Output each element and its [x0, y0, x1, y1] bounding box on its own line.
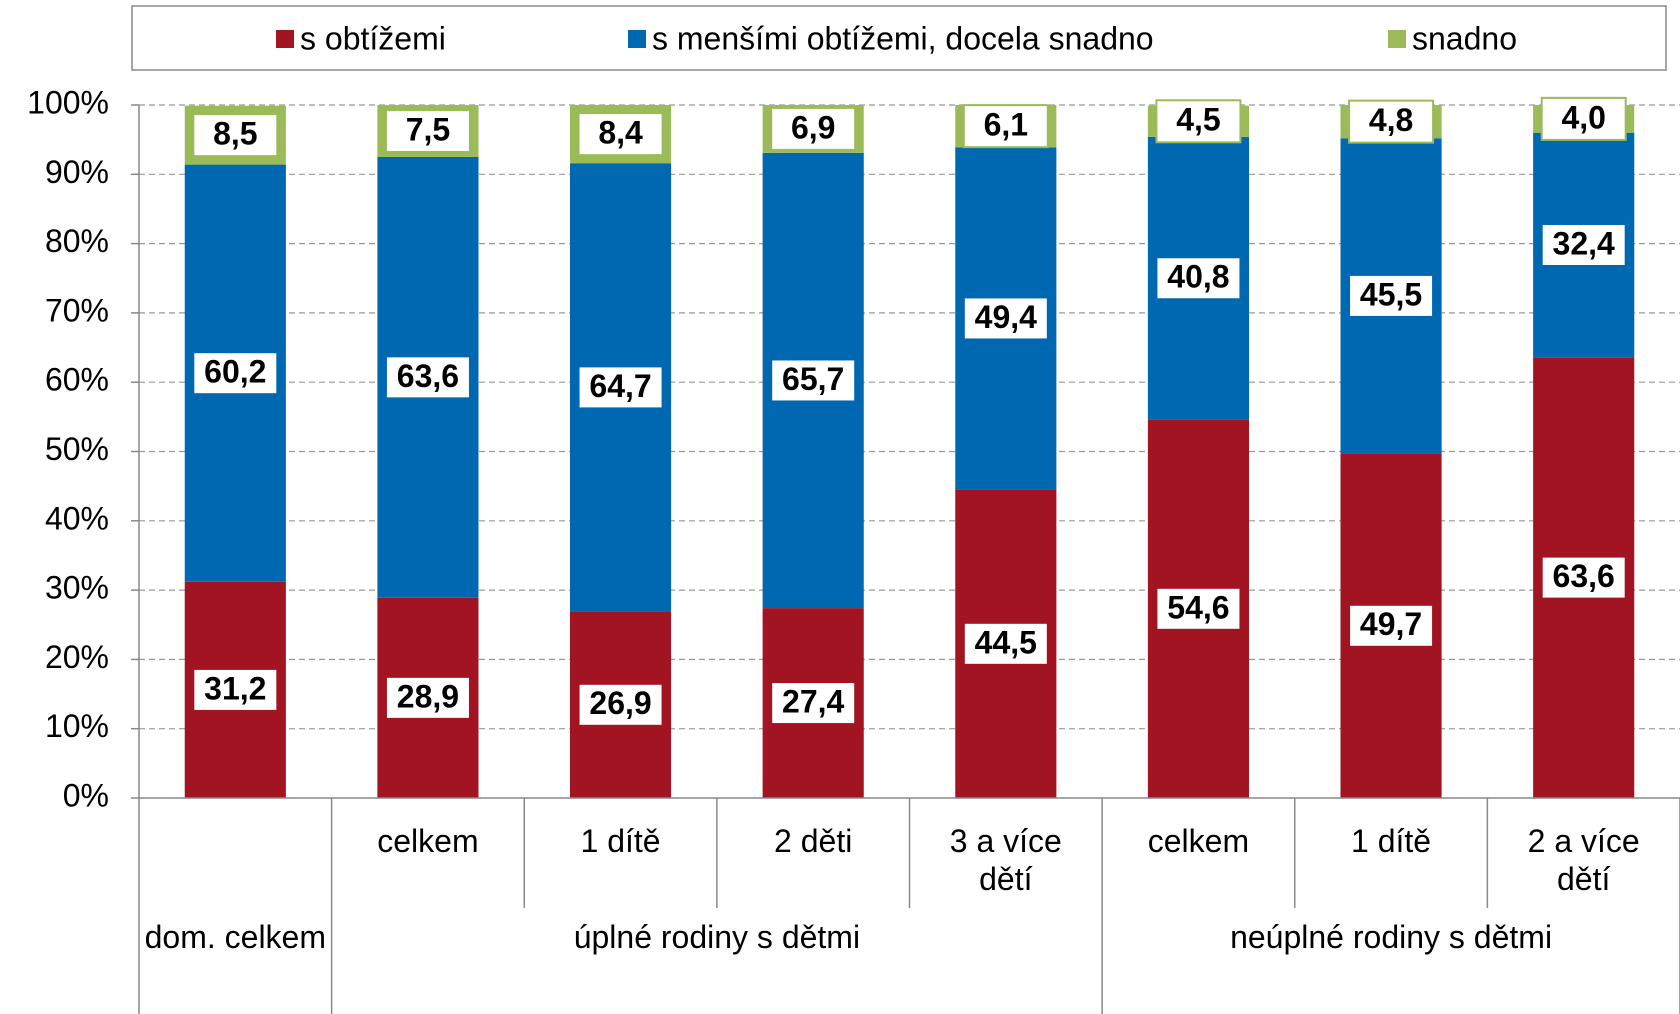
data-label: 65,7 — [782, 361, 844, 397]
data-label: 54,6 — [1167, 589, 1229, 625]
label-box — [1155, 99, 1242, 144]
label-box — [577, 112, 664, 157]
x-tick-label: celkem — [1147, 823, 1250, 859]
label-box — [192, 351, 279, 396]
label-box — [1540, 555, 1627, 600]
y-tick-label: 0% — [63, 777, 109, 813]
data-label: 40,8 — [1167, 259, 1229, 295]
legend-box — [131, 5, 1667, 71]
data-label: 28,9 — [397, 678, 459, 714]
label-box — [1348, 603, 1435, 648]
x-tick-label: celkem — [377, 823, 479, 859]
label-box — [1540, 96, 1627, 141]
y-tick-label: 100% — [27, 84, 109, 120]
data-label: 64,7 — [589, 368, 651, 404]
data-label: 63,6 — [397, 358, 459, 394]
y-tick-label: 50% — [45, 431, 109, 467]
data-label: 7,5 — [406, 111, 450, 147]
data-label: 4,0 — [1561, 99, 1605, 135]
data-label: 6,9 — [791, 109, 835, 145]
data-label: 6,1 — [984, 107, 1028, 143]
group-label: úplné rodiny s dětmi — [573, 919, 861, 955]
data-label: 4,5 — [1176, 102, 1220, 138]
label-box — [192, 667, 279, 712]
legend-label: snadno — [1412, 20, 1517, 56]
data-label: 49,7 — [1360, 606, 1422, 642]
label-box — [1155, 586, 1242, 631]
y-tick-label: 40% — [45, 500, 109, 536]
label-box — [1155, 256, 1242, 301]
label-box — [192, 113, 279, 158]
data-label: 27,4 — [782, 684, 844, 720]
x-tick-label: 2 děti — [774, 823, 853, 859]
label-box — [577, 365, 664, 410]
x-tick-label: 3 a více dětí — [949, 823, 1062, 897]
group-label: dom. celkem — [144, 919, 326, 955]
data-label: 45,5 — [1360, 276, 1422, 312]
y-tick-label: 90% — [45, 154, 109, 190]
y-tick-label: 20% — [45, 639, 109, 675]
data-label: 8,5 — [213, 116, 257, 152]
legend-swatch — [628, 30, 646, 48]
legend-label: s obtížemi — [300, 20, 446, 56]
label-box — [1348, 273, 1435, 318]
y-tick-label: 80% — [45, 223, 109, 259]
y-tick-label: 10% — [45, 708, 109, 744]
legend-swatch — [276, 30, 294, 48]
label-box — [577, 682, 664, 727]
x-tick-label: 2 a více dětí — [1527, 823, 1640, 897]
label-box — [770, 106, 857, 151]
data-label: 32,4 — [1553, 225, 1615, 261]
data-label: 31,2 — [204, 670, 266, 706]
label-box — [962, 621, 1049, 666]
data-label: 60,2 — [204, 354, 266, 390]
group-label: neúplné rodiny s dětmi — [1230, 919, 1553, 955]
y-tick-label: 70% — [45, 292, 109, 328]
data-label: 44,5 — [975, 624, 1037, 660]
data-label: 8,4 — [598, 115, 643, 151]
x-tick-label: 1 dítě — [1351, 823, 1432, 859]
legend-swatch — [1388, 30, 1406, 48]
label-box — [384, 675, 471, 720]
label-box — [962, 104, 1049, 149]
legend-label: s menšími obtížemi, docela snadno — [652, 20, 1154, 56]
label-box — [770, 358, 857, 403]
y-tick-label: 60% — [45, 362, 109, 398]
data-label: 26,9 — [589, 685, 651, 721]
label-box — [384, 355, 471, 400]
label-box — [770, 681, 857, 726]
label-box — [1540, 222, 1627, 267]
data-label: 49,4 — [975, 299, 1037, 335]
data-label: 4,8 — [1369, 102, 1413, 138]
x-tick-label: 1 dítě — [580, 823, 661, 859]
label-box — [384, 108, 471, 153]
label-box — [1348, 99, 1435, 144]
y-tick-label: 30% — [45, 570, 109, 606]
label-box — [962, 296, 1049, 341]
data-label: 63,6 — [1553, 558, 1615, 594]
